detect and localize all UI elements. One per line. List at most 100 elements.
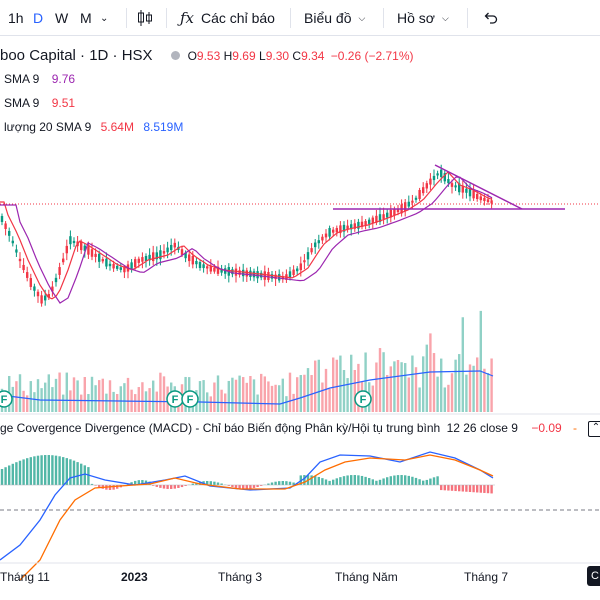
volume-bar bbox=[436, 376, 439, 412]
candle-body bbox=[465, 188, 468, 193]
candle-body bbox=[303, 260, 306, 263]
macd-histogram-bar bbox=[22, 459, 25, 485]
macd-histogram-bar bbox=[303, 475, 306, 485]
volume-bar bbox=[152, 380, 155, 412]
toolbar-divider bbox=[290, 8, 291, 28]
interval-dropdown[interactable]: ⌄ bbox=[100, 0, 108, 36]
macd-histogram-bar bbox=[483, 485, 486, 493]
chart-type-label: Biểu đồ bbox=[304, 10, 352, 26]
candlestick-icon bbox=[138, 10, 152, 26]
scroll-to-latest-button[interactable]: C bbox=[587, 566, 600, 586]
macd-histogram-bar bbox=[393, 475, 396, 485]
volume-bar bbox=[353, 369, 356, 412]
candle-body bbox=[252, 271, 256, 278]
symbol-title[interactable]: boo Capital · 1D · HSX bbox=[0, 47, 153, 64]
macd-histogram-bar bbox=[44, 455, 47, 485]
macd-legend[interactable]: ge Covergence Divergence (MACD) - Chỉ bá… bbox=[0, 421, 578, 435]
volume-bar bbox=[317, 359, 320, 412]
chart-type-dropdown[interactable]: Biểu đồ ⌵ bbox=[304, 0, 365, 36]
candle-body bbox=[242, 269, 245, 277]
volume-bar bbox=[281, 378, 284, 412]
indicators-button[interactable]: ƒx Các chỉ báo bbox=[180, 0, 275, 36]
chart-style-button[interactable] bbox=[137, 0, 153, 36]
toolbar-divider bbox=[126, 8, 127, 28]
volume-bar bbox=[245, 382, 248, 412]
macd-histogram-bar bbox=[80, 463, 83, 485]
candle-body bbox=[432, 175, 436, 181]
candle-body bbox=[292, 269, 295, 275]
candle-body bbox=[8, 230, 11, 236]
volume-bar bbox=[148, 388, 151, 412]
toolbar-divider bbox=[383, 8, 384, 28]
macd-histogram-bar bbox=[436, 476, 439, 485]
candle-body bbox=[472, 190, 475, 199]
candle-body bbox=[339, 225, 342, 234]
volume-legend[interactable]: lượng 20 SMA 9 5.64M 8.519M bbox=[4, 120, 184, 134]
collapse-pane-button[interactable]: ⌃ bbox=[588, 421, 600, 437]
macd-histogram-bar bbox=[274, 481, 277, 485]
candle-body bbox=[202, 264, 205, 269]
fx-icon: ƒx bbox=[180, 9, 195, 27]
candle-body bbox=[378, 214, 382, 222]
profile-label: Hồ sơ bbox=[397, 10, 435, 26]
resistance-trendline bbox=[434, 164, 523, 210]
candle-body bbox=[461, 185, 464, 193]
interval-m-button[interactable]: M bbox=[80, 10, 92, 26]
candle-body bbox=[69, 236, 72, 245]
interval-w-button[interactable]: W bbox=[55, 10, 69, 26]
candle-body bbox=[440, 169, 443, 177]
candle-body bbox=[335, 228, 338, 233]
macd-histogram-bar bbox=[479, 485, 482, 493]
macd-histogram-bar bbox=[141, 480, 144, 485]
candle-body bbox=[191, 256, 194, 265]
macd-histogram-bar bbox=[450, 485, 454, 491]
time-axis-label: Tháng Năm bbox=[335, 570, 398, 584]
undo-button[interactable] bbox=[482, 0, 498, 36]
interval-d-button[interactable]: D bbox=[33, 10, 44, 26]
macd-histogram-bar bbox=[317, 476, 320, 485]
candle-body bbox=[429, 178, 432, 185]
volume-bar bbox=[483, 368, 486, 412]
candle-body bbox=[270, 274, 274, 279]
profile-dropdown[interactable]: Hồ sơ ⌵ bbox=[397, 0, 449, 36]
candle-body bbox=[98, 253, 101, 262]
macd-histogram-bar bbox=[180, 485, 184, 488]
volume-bar bbox=[440, 358, 443, 412]
macd-histogram-bar bbox=[486, 485, 490, 494]
volume-bar bbox=[418, 387, 421, 412]
macd-histogram-bar bbox=[252, 485, 256, 488]
volume-bar bbox=[382, 352, 385, 412]
candle-body bbox=[29, 278, 32, 287]
volume-bar bbox=[306, 368, 310, 412]
candle-body bbox=[238, 270, 241, 275]
candle-body bbox=[18, 258, 22, 262]
macd-histogram-bar bbox=[134, 480, 137, 485]
sma-legend-1[interactable]: SMA 9 9.76 bbox=[4, 72, 76, 86]
volume-bar bbox=[119, 386, 122, 412]
candle-body bbox=[479, 196, 482, 201]
candle-body bbox=[15, 249, 18, 253]
volume-bar bbox=[126, 377, 130, 412]
volume-bar bbox=[123, 383, 126, 412]
candle-body bbox=[389, 209, 392, 218]
candle-body bbox=[267, 271, 270, 281]
candle-body bbox=[483, 197, 486, 202]
candle-body bbox=[328, 228, 331, 237]
macd-histogram-bar bbox=[332, 479, 335, 485]
top-toolbar: 1h D W M ⌄ ƒx Các chỉ báo Biểu đồ ⌵ Hồ s… bbox=[0, 0, 600, 36]
candle-body bbox=[476, 193, 479, 200]
sma-legend-2[interactable]: SMA 9 9.51 bbox=[4, 96, 76, 110]
interval-1h-button[interactable]: 1h bbox=[8, 10, 24, 26]
volume-bar bbox=[393, 361, 396, 412]
candle-body bbox=[180, 249, 184, 255]
candle-body bbox=[206, 266, 209, 269]
volume-bar bbox=[443, 387, 446, 412]
candle-body bbox=[51, 286, 54, 292]
volume-bar bbox=[260, 373, 263, 412]
macd-histogram-bar bbox=[328, 480, 331, 485]
candle-body bbox=[245, 270, 248, 277]
candle-body bbox=[263, 271, 266, 280]
macd-histogram-bar bbox=[465, 485, 468, 492]
candle-body bbox=[209, 265, 212, 272]
